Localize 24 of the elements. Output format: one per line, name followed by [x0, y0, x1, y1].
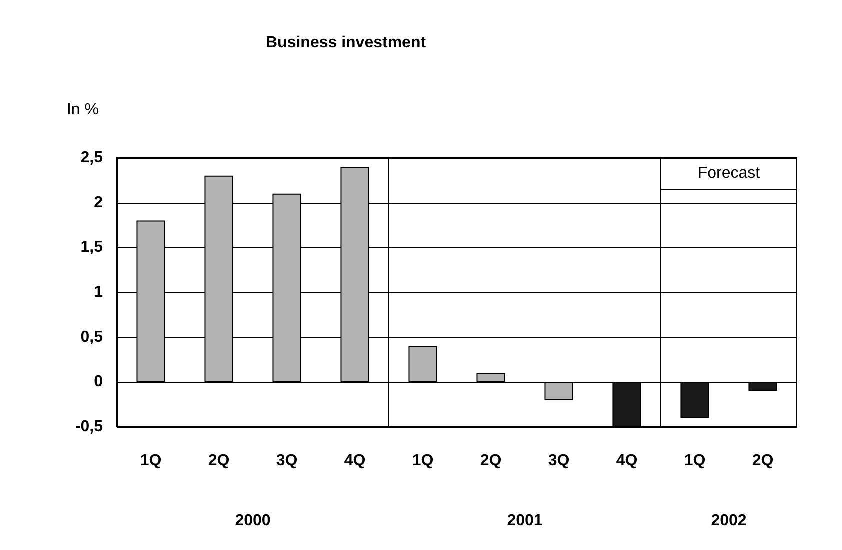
x-tick-label: 1Q	[412, 452, 434, 470]
text: 2001	[507, 512, 543, 530]
y-tick-label: 1,5	[80, 239, 104, 256]
y-tick-label: -0,5	[75, 418, 104, 436]
chart-title: Business investment	[266, 34, 427, 52]
x-tick-label: 2Q	[752, 452, 774, 470]
x-tick-label: 3Q	[276, 452, 298, 470]
forecast-box: Forecast	[661, 158, 797, 190]
x-tick-label: 2Q	[208, 452, 230, 470]
x-tick-label: 4Q	[616, 452, 638, 470]
x-tick-label: 3Q	[548, 452, 570, 470]
y-tick-label: 0	[94, 374, 104, 391]
text: 2002	[711, 512, 747, 530]
x-tick-label: 1Q	[140, 452, 162, 470]
y-tick-label: 2,5	[80, 150, 104, 166]
text: 2000	[235, 512, 271, 530]
y-tick-label: 2	[94, 194, 104, 212]
annotation: Forecast	[698, 164, 760, 182]
x-tick-label: 2Q	[480, 452, 502, 470]
x-tick-label: 1Q	[684, 452, 706, 470]
x-tick-label: 4Q	[344, 452, 366, 470]
y-tick-label: 1	[94, 284, 104, 301]
y-axis-title: In %	[66, 102, 99, 118]
y-tick-label: 0,5	[80, 328, 104, 346]
